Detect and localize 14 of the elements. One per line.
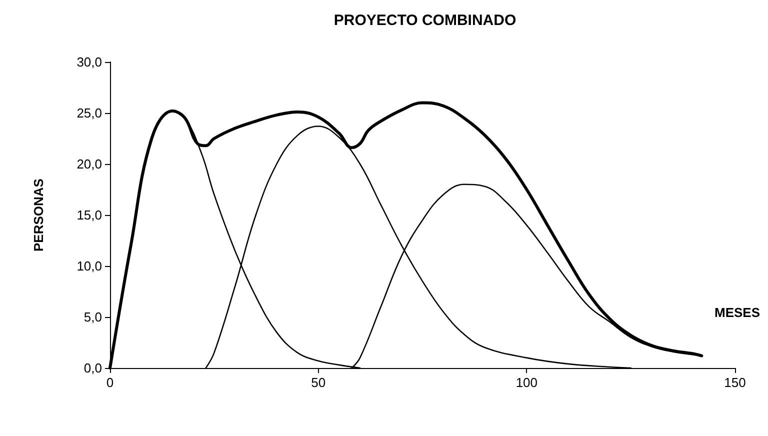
x-tick-label: 150 bbox=[724, 375, 746, 390]
y-tick-label: 20,0 bbox=[76, 156, 102, 172]
chart-title: PROYECTO COMBINADO bbox=[334, 12, 516, 29]
x-axis-title: MESES bbox=[714, 305, 760, 320]
x-tick-label: 100 bbox=[516, 375, 538, 390]
y-tick-label: 0,0 bbox=[84, 360, 102, 376]
y-tick-label: 25,0 bbox=[76, 106, 102, 120]
y-tick-label: 10,0 bbox=[76, 258, 102, 274]
x-tick-label: 50 bbox=[311, 375, 326, 390]
y-tick-label: 30,0 bbox=[76, 54, 102, 70]
y-tick-label: 15,0 bbox=[76, 208, 102, 222]
y-tick-label: 5,0 bbox=[84, 310, 102, 324]
y-axis-title: PERSONAS bbox=[31, 178, 46, 252]
x-tick-label: 0 bbox=[106, 375, 114, 390]
